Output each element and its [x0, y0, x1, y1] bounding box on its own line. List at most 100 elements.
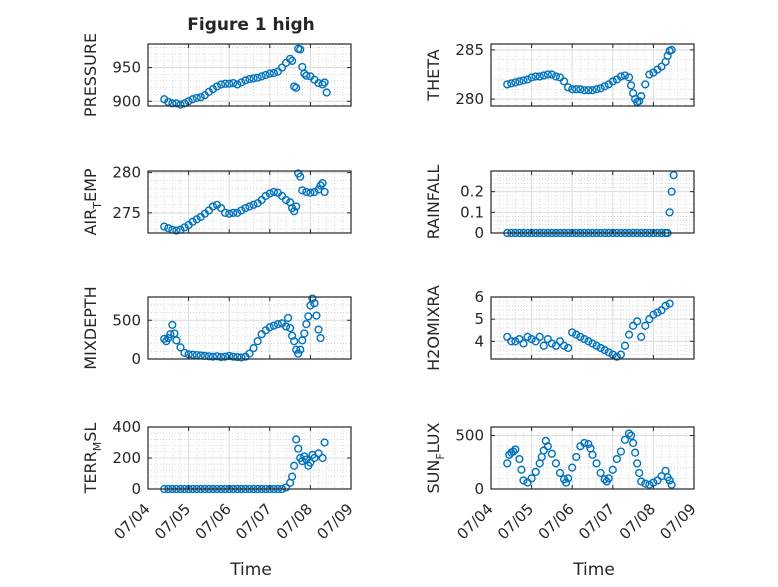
data-point	[539, 446, 548, 455]
data-point	[517, 465, 526, 474]
data-point	[216, 80, 226, 89]
data-point	[572, 85, 581, 94]
data-point	[523, 75, 532, 84]
data-point	[288, 56, 297, 65]
data-point	[667, 187, 676, 196]
y-tick-label: 950	[112, 59, 141, 77]
data-point	[626, 431, 636, 440]
data-point	[527, 73, 536, 82]
data-point	[511, 445, 520, 454]
data-point	[221, 208, 230, 217]
data-point	[164, 333, 173, 343]
data-point	[584, 337, 593, 346]
data-point	[296, 45, 305, 54]
data-point	[637, 92, 646, 101]
data-point	[310, 453, 319, 463]
data-point	[624, 429, 634, 438]
x-tick-label: 07/04	[453, 500, 496, 543]
axes-box	[490, 43, 695, 107]
data-point	[564, 343, 573, 353]
y-tick-label: 0	[131, 480, 141, 498]
data-point	[281, 483, 291, 492]
data-point	[172, 99, 181, 108]
data-point	[241, 203, 250, 213]
data-point	[292, 83, 301, 92]
data-point	[281, 195, 291, 205]
x-tick-label: 07/04	[110, 500, 153, 543]
data-point	[612, 352, 621, 361]
plot-area	[148, 171, 351, 233]
panel-theta: 280 285 THETA	[424, 41, 695, 108]
data-point	[245, 74, 254, 84]
data-point	[645, 70, 654, 79]
data-point	[286, 54, 295, 63]
data-point	[543, 334, 552, 344]
x-tick-label: 07/07	[232, 500, 275, 543]
axes-box	[147, 43, 352, 107]
x-tick-label: 07/07	[575, 500, 618, 543]
x-tick-label: 07/08	[273, 500, 316, 543]
data-point	[292, 345, 301, 354]
x-tick-label: 07/09	[656, 500, 699, 543]
data-point	[633, 317, 642, 326]
data-point	[620, 71, 630, 80]
y-axis-label: RAINFALL	[424, 165, 443, 240]
data-point	[312, 311, 321, 320]
data-point	[568, 85, 577, 94]
data-point	[653, 308, 662, 317]
data-point	[572, 330, 581, 339]
data-point	[562, 478, 571, 487]
data-point	[269, 321, 278, 330]
data-point	[180, 348, 189, 357]
y-tick-label: 200	[112, 449, 141, 467]
data-point	[568, 463, 577, 472]
data-point	[604, 474, 613, 483]
data-point	[572, 452, 581, 462]
data-point	[503, 80, 512, 89]
data-point	[294, 444, 303, 453]
data-point	[624, 330, 634, 339]
plot-area	[491, 171, 694, 233]
data-point	[667, 45, 676, 55]
y-axis-label: TERRMSL	[81, 423, 104, 495]
plot-area	[491, 44, 694, 106]
data-point	[555, 468, 565, 478]
x-axis-label-left: Time	[229, 560, 272, 580]
data-point	[265, 69, 274, 78]
data-series	[503, 429, 676, 489]
data-point	[509, 447, 518, 456]
data-point	[551, 459, 561, 468]
data-point	[322, 88, 331, 97]
data-point	[596, 84, 605, 93]
data-point	[172, 226, 181, 235]
data-point	[616, 350, 626, 359]
data-point	[316, 333, 325, 343]
panel-mixdepth: 0 500 MIXDEPTH	[81, 286, 352, 370]
data-point	[519, 339, 528, 348]
data-point	[294, 349, 303, 358]
data-point	[290, 461, 299, 470]
data-point	[535, 72, 544, 81]
data-point	[592, 459, 601, 468]
data-point	[265, 189, 274, 198]
x-tick-label: 07/06	[535, 500, 578, 543]
data-point	[229, 208, 238, 217]
data-point	[637, 332, 646, 341]
y-tick-label: 0	[474, 224, 484, 242]
data-point	[547, 339, 557, 348]
data-point	[588, 339, 597, 348]
data-point	[523, 478, 532, 487]
data-point	[608, 77, 617, 86]
data-point	[314, 449, 323, 458]
data-point	[221, 79, 230, 88]
data-point	[580, 86, 589, 95]
data-point	[249, 74, 258, 83]
data-point	[164, 97, 173, 107]
data-point	[580, 438, 589, 448]
data-point	[302, 187, 311, 197]
data-point	[283, 313, 293, 323]
data-point	[192, 93, 201, 103]
data-point	[568, 328, 577, 337]
data-point	[551, 72, 561, 81]
data-point	[304, 312, 313, 321]
